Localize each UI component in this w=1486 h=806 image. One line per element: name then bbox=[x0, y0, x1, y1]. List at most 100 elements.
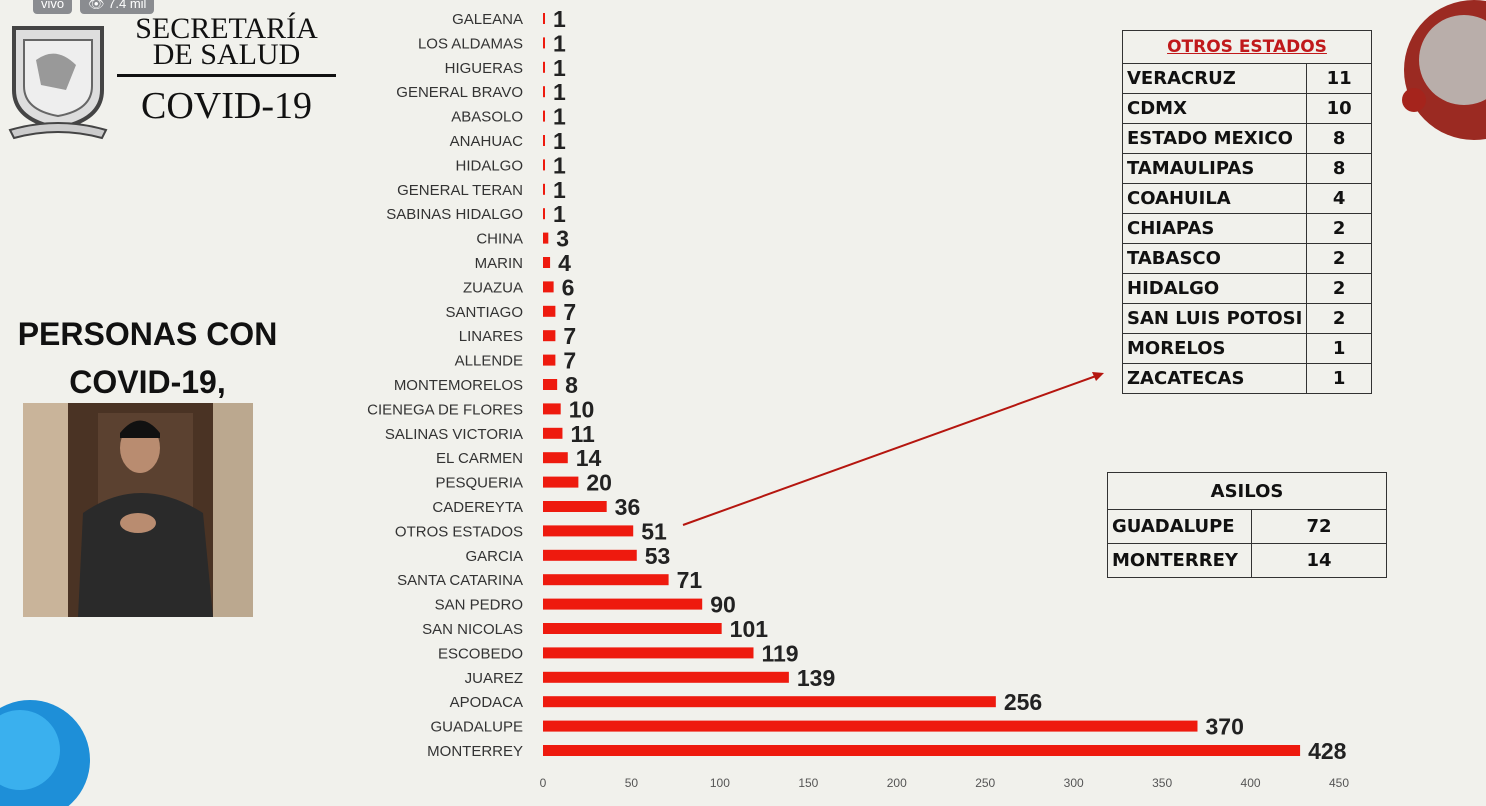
otros-estados-title: OTROS ESTADOS bbox=[1122, 30, 1372, 64]
category-label: CIENEGA DE FLORES bbox=[367, 401, 523, 418]
bar bbox=[543, 86, 545, 98]
category-label: MONTERREY bbox=[427, 743, 523, 760]
bar bbox=[543, 61, 545, 73]
bar bbox=[543, 574, 669, 586]
bar bbox=[543, 549, 637, 561]
table-row: SAN LUIS POTOSI 2 bbox=[1121, 303, 1372, 334]
side-title: PERSONAS CON COVID-19, bbox=[17, 316, 278, 400]
table-row: TABASCO 2 bbox=[1121, 243, 1372, 274]
value-label: 53 bbox=[645, 543, 671, 569]
bar bbox=[543, 281, 554, 293]
bar bbox=[543, 257, 551, 268]
bar bbox=[543, 647, 754, 659]
category-label: CHINA bbox=[476, 231, 523, 248]
live-badge: vivo bbox=[33, 0, 73, 14]
value-label: 119 bbox=[761, 640, 798, 666]
value-label: 36 bbox=[615, 494, 641, 520]
value-label: 428 bbox=[1308, 738, 1347, 764]
table-row: MONTERREY 14 bbox=[1107, 543, 1387, 578]
row-name: TABASCO bbox=[1121, 243, 1308, 274]
bar bbox=[543, 501, 607, 512]
row-name: CHIAPAS bbox=[1121, 213, 1308, 244]
row-name: MORELOS bbox=[1121, 333, 1308, 364]
table-row: HIDALGO 2 bbox=[1121, 273, 1372, 304]
row-value: 72 bbox=[1251, 509, 1387, 544]
bar bbox=[543, 232, 549, 244]
value-label: 1 bbox=[553, 55, 566, 81]
row-name: GUADALUPE bbox=[1107, 509, 1252, 544]
row-value: 2 bbox=[1306, 213, 1372, 244]
category-label: HIDALGO bbox=[455, 157, 523, 174]
row-value: 2 bbox=[1306, 303, 1372, 334]
category-label: OTROS ESTADOS bbox=[395, 523, 523, 540]
arrow-line bbox=[682, 375, 1097, 526]
bar bbox=[543, 476, 579, 488]
category-label: EL CARMEN bbox=[436, 450, 523, 467]
row-name: CDMX bbox=[1121, 93, 1308, 124]
bar bbox=[543, 671, 789, 683]
virus-decoration-red-icon bbox=[1402, 0, 1486, 140]
category-label: SABINAS HIDALGO bbox=[386, 206, 523, 223]
row-name: COAHUILA bbox=[1121, 183, 1308, 214]
bar bbox=[543, 183, 545, 195]
bar bbox=[543, 745, 1301, 756]
category-label: ZUAZUA bbox=[463, 279, 523, 296]
bar bbox=[543, 330, 556, 342]
bar bbox=[543, 696, 996, 708]
row-name: ZACATECAS bbox=[1121, 363, 1308, 394]
value-label: 6 bbox=[562, 274, 575, 300]
category-label: CADEREYTA bbox=[432, 499, 523, 516]
value-label: 1 bbox=[553, 128, 566, 154]
row-value: 1 bbox=[1306, 363, 1372, 394]
category-label: ALLENDE bbox=[455, 353, 523, 370]
value-label: 1 bbox=[553, 79, 566, 105]
category-label: MARIN bbox=[475, 255, 523, 272]
category-label: ESCOBEDO bbox=[438, 645, 523, 662]
table-row: CDMX 10 bbox=[1121, 93, 1372, 124]
bar bbox=[543, 525, 634, 537]
category-label: SANTA CATARINA bbox=[397, 572, 523, 589]
x-tick-label: 200 bbox=[887, 776, 907, 790]
row-name: VERACRUZ bbox=[1121, 63, 1308, 94]
eye-icon: 👁 bbox=[88, 0, 105, 11]
row-name: TAMAULIPAS bbox=[1121, 153, 1308, 184]
value-label: 7 bbox=[563, 348, 576, 374]
row-value: 1 bbox=[1306, 333, 1372, 364]
category-label: LOS ALDAMAS bbox=[418, 35, 523, 52]
bar bbox=[543, 135, 545, 146]
category-label: GALEANA bbox=[452, 11, 523, 28]
row-value: 4 bbox=[1306, 183, 1372, 214]
sign-language-interpreter-video bbox=[23, 403, 253, 617]
bar bbox=[543, 403, 561, 415]
bar bbox=[543, 13, 545, 24]
value-label: 256 bbox=[1004, 689, 1042, 715]
value-label: 71 bbox=[677, 567, 703, 593]
bar bbox=[543, 623, 722, 634]
covid-title: COVID-19 bbox=[141, 85, 312, 127]
bar bbox=[543, 354, 556, 366]
value-label: 8 bbox=[565, 372, 578, 398]
bar bbox=[543, 37, 545, 49]
table-row: TAMAULIPAS 8 bbox=[1121, 153, 1372, 184]
value-label: 1 bbox=[553, 201, 566, 227]
asilos-title: ASILOS bbox=[1107, 472, 1387, 510]
category-label: ANAHUAC bbox=[450, 133, 524, 150]
x-tick-label: 150 bbox=[798, 776, 818, 790]
category-label: MONTEMORELOS bbox=[394, 377, 523, 394]
viewer-count: 7.4 mil bbox=[108, 0, 147, 11]
value-label: 90 bbox=[710, 592, 736, 618]
value-label: 14 bbox=[576, 445, 602, 471]
x-tick-label: 300 bbox=[1064, 776, 1084, 790]
x-tick-label: 250 bbox=[975, 776, 995, 790]
value-label: 1 bbox=[553, 30, 566, 56]
value-label: 7 bbox=[563, 299, 576, 325]
x-tick-label: 350 bbox=[1152, 776, 1172, 790]
category-label: ABASOLO bbox=[451, 109, 523, 126]
bar bbox=[543, 427, 563, 439]
value-label: 1 bbox=[553, 6, 566, 32]
secretaria-title: SECRETARÍA DE SALUD bbox=[135, 12, 318, 71]
table-row: MORELOS 1 bbox=[1121, 333, 1372, 364]
category-label: HIGUERAS bbox=[445, 60, 523, 77]
value-label: 3 bbox=[556, 226, 569, 252]
bar bbox=[543, 720, 1198, 732]
